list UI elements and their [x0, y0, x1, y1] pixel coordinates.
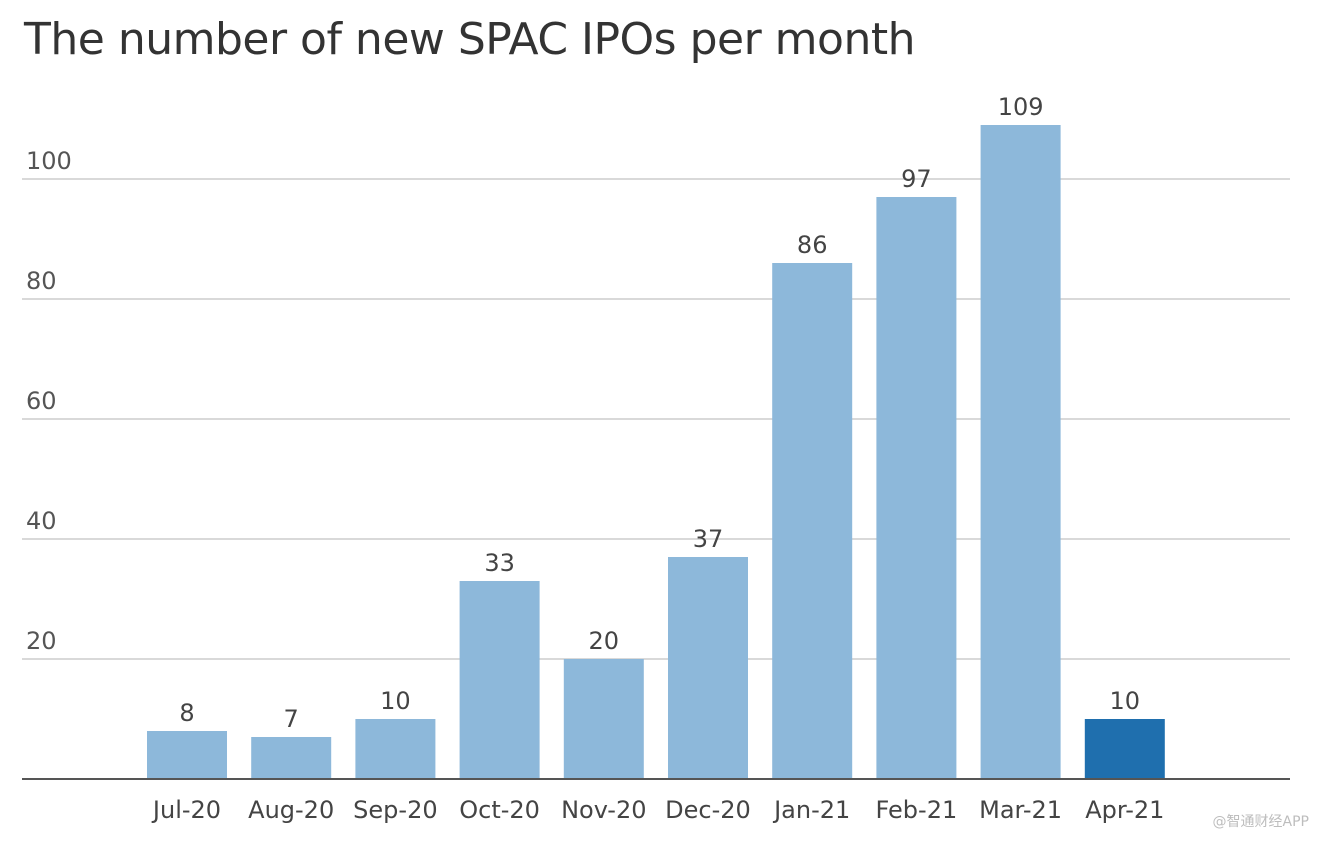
x-tick-label-dec-20: Dec-20 — [665, 796, 751, 824]
x-tick-label-mar-21: Mar-21 — [979, 796, 1062, 824]
bar-apr-21 — [1084, 719, 1165, 779]
bars — [147, 125, 1165, 779]
chart-title: The number of new SPAC IPOs per month — [24, 14, 915, 65]
x-tick-label-nov-20: Nov-20 — [561, 796, 646, 824]
data-label-feb-21: 97 — [901, 165, 932, 193]
bar-aug-20 — [251, 737, 332, 779]
bar-oct-20 — [459, 581, 540, 779]
x-tick-label-jan-21: Jan-21 — [772, 796, 850, 824]
bar-dec-20 — [668, 557, 748, 779]
x-axis: Jul-20 Aug-20 Sep-20 Oct-20 Nov-20 Dec-20 Jan-… — [22, 778, 1290, 824]
bar-nov-20 — [563, 659, 644, 779]
x-tick-label-sep-20: Sep-20 — [353, 796, 437, 824]
data-labels: 8 7 10 33 20 37 86 97 109 10 — [179, 93, 1140, 733]
bar-mar-21 — [980, 125, 1061, 779]
data-label-oct-20: 33 — [484, 549, 515, 577]
watermark: @智通财经APP — [1212, 814, 1309, 830]
bar-sep-20 — [355, 719, 436, 779]
x-tick-label-jul-20: Jul-20 — [151, 796, 221, 824]
data-label-apr-21: 10 — [1110, 687, 1141, 715]
data-label-jan-21: 86 — [797, 231, 828, 259]
x-tick-label-aug-20: Aug-20 — [248, 796, 334, 824]
bar-feb-21 — [876, 197, 957, 779]
data-label-nov-20: 20 — [589, 627, 620, 655]
data-label-jul-20: 8 — [179, 699, 194, 727]
bar-jan-21 — [772, 263, 853, 779]
y-tick-label: 80 — [26, 267, 57, 295]
x-tick-label-oct-20: Oct-20 — [459, 796, 540, 824]
data-label-sep-20: 10 — [380, 687, 411, 715]
data-label-mar-21: 109 — [998, 93, 1044, 121]
y-tick-label: 100 — [26, 147, 72, 175]
x-tick-label-feb-21: Feb-21 — [876, 796, 958, 824]
y-tick-label: 40 — [26, 507, 57, 535]
y-tick-label: 20 — [26, 627, 57, 655]
gridlines: 20 40 60 80 100 — [22, 147, 1290, 660]
data-label-dec-20: 37 — [693, 525, 724, 553]
x-tick-label-apr-21: Apr-21 — [1085, 796, 1164, 824]
y-tick-label: 60 — [26, 387, 57, 415]
data-label-aug-20: 7 — [284, 705, 299, 733]
bar-jul-20 — [147, 731, 227, 779]
